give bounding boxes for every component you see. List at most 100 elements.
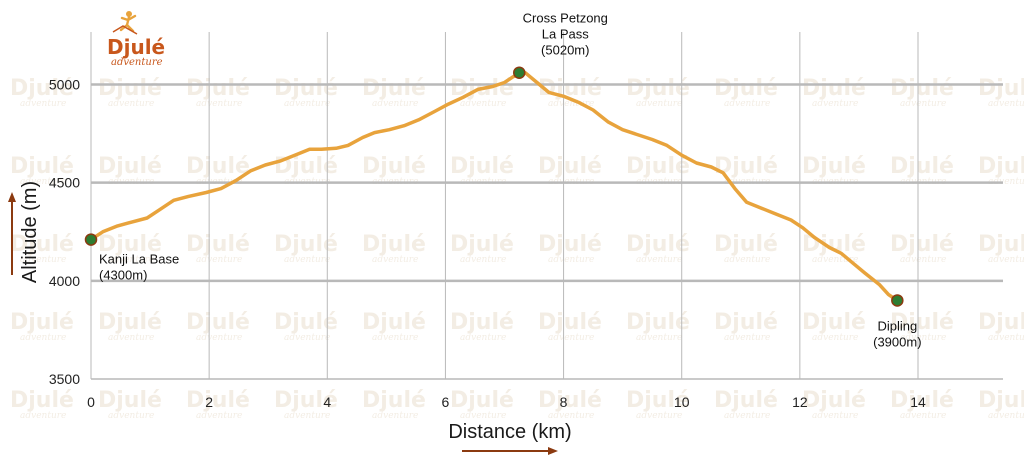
y-tick-label: 3500 [49,371,80,387]
brand-tagline: adventure [111,57,163,68]
watermark-tagline: adventure [900,411,946,421]
watermark-tagline: adventure [724,255,770,265]
brand-name: Djulé [107,35,165,59]
watermark-tagline: adventure [724,411,770,421]
watermark-brand: Djulé [802,388,866,413]
watermark-tagline: adventure [988,411,1024,421]
x-tick-label: 6 [442,394,450,410]
watermark-tagline: adventure [900,255,946,265]
watermark-brand: Djulé [98,232,162,257]
watermark-tagline: adventure [196,411,242,421]
watermark-tagline: adventure [372,411,418,421]
watermark-brand: Djulé [10,76,74,101]
climber-icon [112,11,138,35]
waypoint-label: La Pass [542,27,589,42]
watermark-tagline: adventure [108,333,154,343]
watermark-brand: Djulé [362,76,426,101]
watermark-brand: Djulé [626,310,690,335]
watermark-tagline: adventure [988,99,1024,109]
waypoint-label: (3900m) [873,334,921,349]
watermark-tagline: adventure [108,411,154,421]
watermark-tagline: adventure [900,99,946,109]
watermark-brand: Djulé [274,76,338,101]
watermark-brand: Djulé [802,76,866,101]
watermark-tagline: adventure [196,255,242,265]
chart-grid [90,32,1003,380]
watermark-tagline: adventure [108,255,154,265]
watermark-tagline: adventure [812,99,858,109]
watermark-brand: Djulé [978,388,1024,413]
watermark-brand: Djulé [626,388,690,413]
watermark-brand: Djulé [538,232,602,257]
watermark-tagline: adventure [196,99,242,109]
x-tick-label: 4 [323,394,331,410]
watermark-tagline: adventure [20,99,66,109]
watermark-tagline: adventure [372,333,418,343]
waypoint-label: (4300m) [99,268,147,283]
watermark-tagline: adventure [724,99,770,109]
watermark-tagline: adventure [284,333,330,343]
watermark-tagline: adventure [548,333,594,343]
watermark-tagline: adventure [636,411,682,421]
watermark-brand: Djulé [186,232,250,257]
x-axis-arrowhead [548,447,558,455]
watermark-brand: Djulé [274,154,338,179]
waypoint-marker [84,233,98,246]
watermark-brand: Djulé [802,310,866,335]
y-axis-arrowhead [8,192,16,202]
x-tick-label: 0 [87,394,95,410]
watermark-brand: Djulé [538,388,602,413]
watermark-brand: Djulé [186,310,250,335]
watermark-brand: Djulé [890,310,954,335]
watermark-brand: Djulé [714,388,778,413]
watermark-tagline: adventure [460,99,506,109]
watermark-brand: Djulé [186,76,250,101]
y-tick-label: 4000 [49,273,80,289]
series-layer [89,70,900,303]
y-axis-title-group: Altitude (m) [8,181,41,283]
watermark-brand: Djulé [538,154,602,179]
watermark-tagline: adventure [988,333,1024,343]
watermark-brand: Djulé [98,310,162,335]
watermark-tagline: adventure [196,333,242,343]
waypoint-label: (5020m) [541,43,589,58]
watermark-brand: Djulé [626,154,690,179]
waypoint-label: Dipling [877,318,917,333]
watermark-brand: Djulé [802,154,866,179]
y-tick-label: 4500 [49,175,80,191]
watermark-tagline: adventure [460,333,506,343]
waypoint-marker [891,294,904,307]
y-axis-title: Altitude (m) [19,181,41,283]
watermark-brand: Djulé [890,232,954,257]
watermark-brand: Djulé [714,310,778,335]
watermark-brand: Djulé [890,388,954,413]
watermark-brand: Djulé [978,76,1024,101]
watermark-tagline: adventure [988,255,1024,265]
watermark-brand: Djulé [538,76,602,101]
watermark-brand: Djulé [714,76,778,101]
waypoint-marker [513,66,526,79]
y-tick-label: 5000 [49,77,80,93]
watermark-tagline: adventure [548,99,594,109]
watermark-brand: Djulé [890,76,954,101]
watermark-brand: Djulé [274,388,338,413]
watermark-brand: Djulé [274,232,338,257]
watermark-brand: Djulé [98,388,162,413]
waypoint-label: Kanji La Base [99,252,179,267]
watermark-tagline: adventure [20,411,66,421]
altitude-line [89,70,900,303]
watermark-tagline: adventure [636,333,682,343]
brand-logo: Djulé adventure [107,11,165,68]
x-axis-title: Distance (km) [448,421,571,443]
watermark-tagline: adventure [20,177,66,187]
watermark-brand: Djulé [538,310,602,335]
x-tick-label: 14 [910,394,926,410]
watermark-brand: Djulé [450,310,514,335]
watermark-tagline: adventure [548,255,594,265]
watermark-brand: Djulé [10,310,74,335]
watermark-tagline: adventure [812,255,858,265]
watermark-brand: Djulé [450,154,514,179]
watermark-brand: Djulé [978,154,1024,179]
